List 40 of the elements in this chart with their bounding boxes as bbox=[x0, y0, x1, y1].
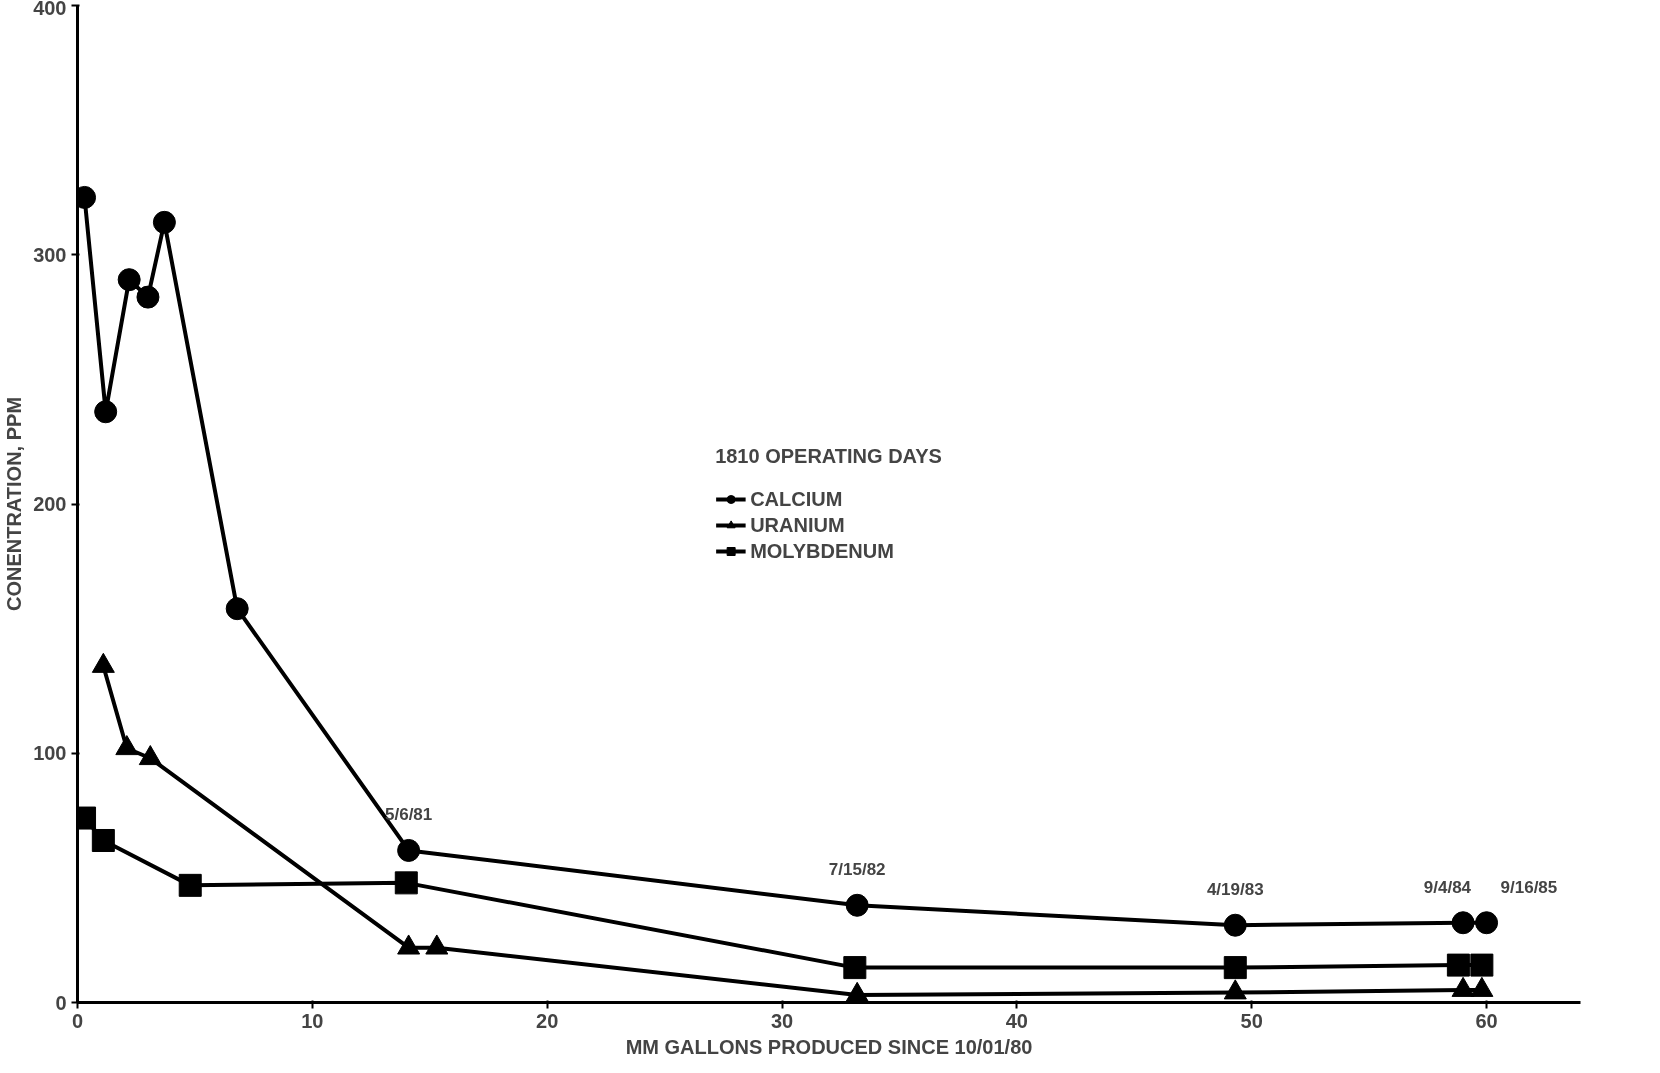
legend-label: MOLYBDENUM bbox=[750, 539, 894, 563]
x-tick-label: 40 bbox=[1005, 1009, 1028, 1032]
annotation: 5/6/81 bbox=[385, 805, 433, 825]
point bbox=[397, 838, 421, 862]
x-tick-label: 30 bbox=[770, 1009, 794, 1032]
x-tick-label: 20 bbox=[536, 1009, 559, 1032]
legend-label: URANIUM bbox=[750, 513, 845, 537]
annotation: 9/16/85 bbox=[1500, 877, 1558, 897]
annotation: 7/15/82 bbox=[828, 860, 886, 880]
x-tick-label: 50 bbox=[1240, 1009, 1263, 1032]
annotation: 9/4/84 bbox=[1423, 877, 1472, 897]
x-tick-label: 0 bbox=[71, 1009, 84, 1032]
y-tick-label: 200 bbox=[33, 493, 67, 515]
point bbox=[1446, 953, 1470, 977]
point bbox=[843, 956, 867, 980]
point bbox=[225, 597, 249, 621]
point bbox=[91, 828, 115, 852]
legend-title: 1810 OPERATING DAYS bbox=[715, 444, 942, 468]
legend-label: CALCIUM bbox=[750, 487, 843, 511]
point bbox=[1475, 911, 1499, 935]
x-axis-title: MM GALLONS PRODUCED SINCE 10/01/80 bbox=[625, 1035, 1033, 1058]
annotation: 4/19/83 bbox=[1206, 880, 1264, 900]
y-tick-label: 0 bbox=[55, 991, 67, 1014]
y-tick-label: 400 bbox=[33, 0, 67, 19]
point bbox=[152, 210, 176, 234]
point bbox=[94, 400, 118, 424]
y-axis-title: CONENTRATION, PPM bbox=[3, 396, 26, 612]
point bbox=[178, 873, 202, 897]
point bbox=[136, 285, 160, 309]
point bbox=[1451, 911, 1475, 935]
x-tick-label: 60 bbox=[1475, 1009, 1498, 1032]
y-tick-label: 100 bbox=[33, 742, 67, 765]
point bbox=[394, 871, 418, 895]
point bbox=[1223, 913, 1247, 937]
x-tick-label: 10 bbox=[301, 1009, 324, 1032]
point bbox=[1470, 953, 1494, 977]
point bbox=[1223, 956, 1247, 980]
point bbox=[845, 893, 869, 917]
point bbox=[117, 268, 141, 292]
y-tick-label: 300 bbox=[33, 243, 67, 266]
